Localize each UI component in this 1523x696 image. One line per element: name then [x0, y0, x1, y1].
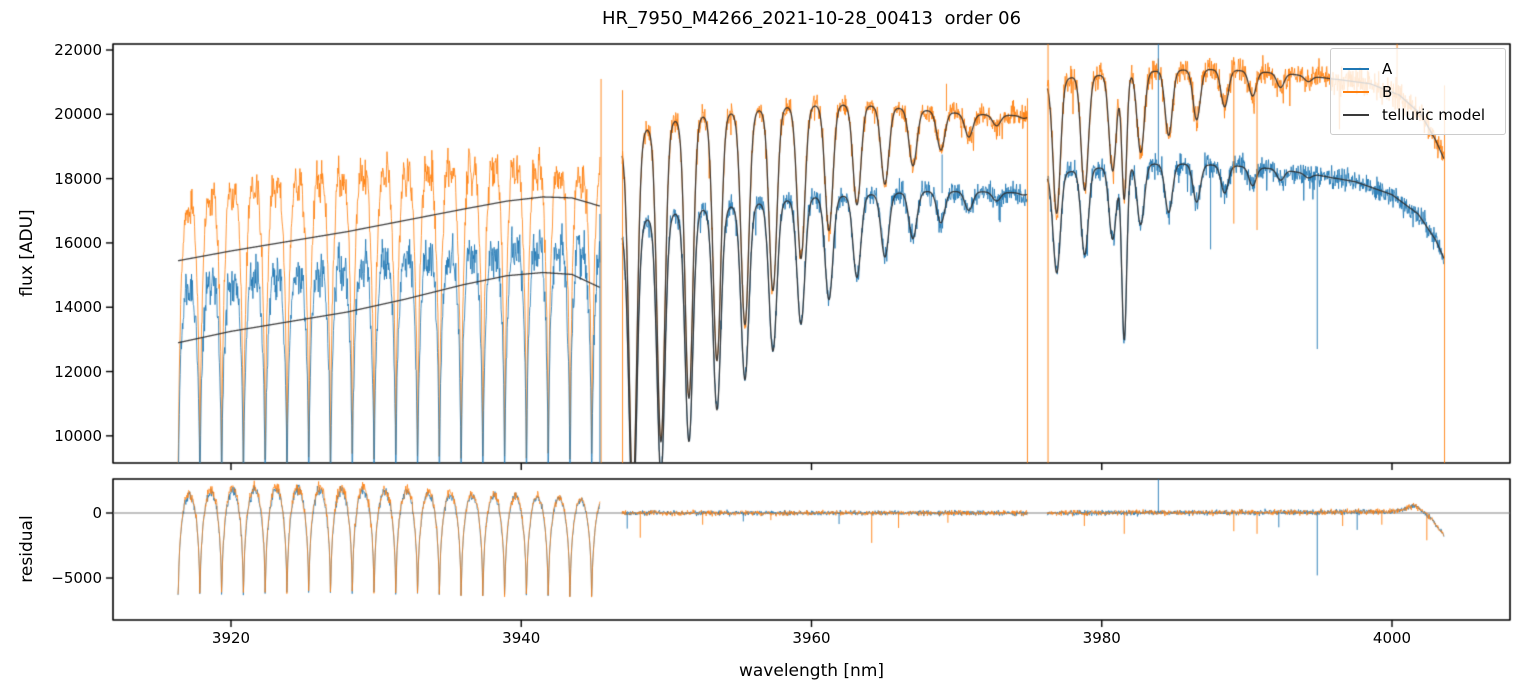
flux-y-tick-label: 18000: [54, 169, 102, 188]
flux-y-tick-label: 14000: [54, 298, 102, 317]
legend-line-swatch: [1343, 114, 1369, 116]
flux-y-axis-label: flux [ADU]: [17, 209, 37, 297]
flux-y-tick-label: 12000: [54, 362, 102, 381]
flux-y-tick-label: 20000: [54, 105, 102, 124]
x-tick-label: 3960: [792, 629, 831, 647]
legend-label: telluric model: [1382, 106, 1486, 124]
legend-line-swatch: [1343, 68, 1369, 70]
chart-title: HR_7950_M4266_2021-10-28_00413 order 06: [601, 8, 1022, 29]
legend-entry: telluric model: [1343, 104, 1495, 126]
x-tick-label: 3920: [211, 629, 251, 647]
flux-y-tick-label: 22000: [54, 41, 102, 59]
x-tick-label: 3980: [1082, 629, 1121, 647]
flux-y-tick-label: 10000: [54, 426, 102, 445]
x-tick-label: 4000: [1372, 629, 1412, 647]
legend-label: B: [1382, 83, 1393, 101]
x-tick-label: 3940: [502, 629, 541, 647]
legend-entry: B: [1343, 81, 1495, 103]
legend-line-swatch: [1343, 91, 1369, 93]
legend-label: A: [1382, 60, 1393, 78]
flux-y-tick-label: 16000: [54, 233, 102, 252]
residual-y-tick-label: −5000: [51, 569, 102, 588]
residual-y-tick-label: 0: [92, 504, 102, 522]
legend-entry: A: [1343, 58, 1495, 80]
x-axis-label: wavelength [nm]: [738, 661, 885, 681]
